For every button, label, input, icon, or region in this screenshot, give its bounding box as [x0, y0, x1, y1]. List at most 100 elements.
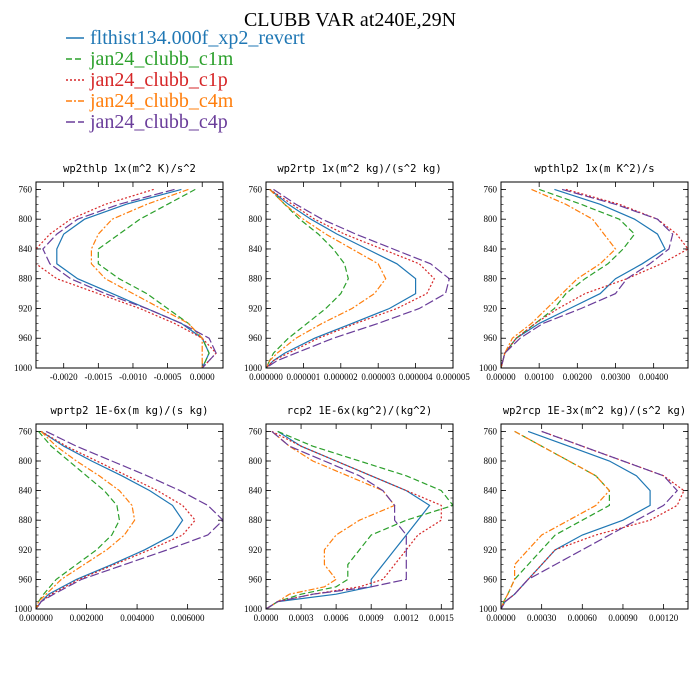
panel-title: wp2rcp 1E-3x(m^2 kg)/(s^2 kg) [503, 405, 686, 417]
y-tick-label: 840 [484, 244, 498, 254]
x-tick-label: 0.0009 [359, 613, 384, 623]
plot-frame [265, 181, 454, 369]
x-tick-label: 0.0000 [254, 613, 279, 623]
series-line [36, 431, 121, 609]
series-line [266, 188, 450, 368]
series-line [501, 430, 679, 609]
y-tick-label: 1000 [14, 604, 33, 614]
plot-frame [500, 423, 689, 610]
y-tick-label: 960 [249, 333, 263, 343]
x-tick-label: 0.00030 [527, 613, 557, 623]
y-tick-label: 1000 [244, 363, 263, 373]
series-line [501, 188, 617, 368]
y-tick-label: 800 [249, 456, 263, 466]
y-tick-label: 880 [484, 274, 498, 284]
y-tick-label: 920 [484, 545, 498, 555]
x-tick-label: -0.0010 [119, 372, 147, 382]
legend: flthist134.000f_xp2_revertjan24_clubb_c1… [66, 27, 305, 133]
y-tick-label: 800 [484, 214, 498, 224]
x-tick-label: 0.000004 [399, 372, 433, 382]
y-tick-label: 880 [19, 515, 33, 525]
y-tick-label: 960 [19, 574, 33, 584]
y-tick-label: 1000 [479, 604, 498, 614]
series-line [36, 430, 223, 609]
x-tick-label: 0.006000 [171, 613, 205, 623]
y-tick-label: 920 [249, 545, 263, 555]
x-tick-label: 0.000000 [249, 372, 283, 382]
x-tick-label: 0.00400 [639, 372, 669, 382]
x-tick-label: 0.00120 [649, 613, 679, 623]
y-tick-label: 760 [249, 184, 263, 194]
legend-item: jan24_clubb_c1p [66, 69, 228, 91]
legend-item: jan24_clubb_c1m [66, 48, 234, 70]
series-line [501, 188, 688, 368]
panel-grid: wp2thlp 1x(m^2 K)/s^2 760 800 840 880 920 960 1… [14, 163, 689, 623]
series-line [266, 430, 453, 609]
y-tick-label: 880 [249, 274, 263, 284]
x-tick-label: 0.00000 [486, 372, 516, 382]
legend-label: jan24_clubb_c1p [89, 69, 228, 91]
x-tick-label: -0.0005 [154, 372, 182, 382]
y-tick-label: 760 [484, 426, 498, 436]
x-tick-label: 0.004000 [120, 613, 154, 623]
x-tick-label: 0.00300 [601, 372, 631, 382]
y-tick-label: 880 [484, 515, 498, 525]
figure-title: CLUBB VAR at240E,29N [244, 9, 456, 31]
series-line [501, 188, 636, 368]
plot-frame [35, 423, 224, 610]
x-tick-label: -0.0020 [50, 372, 78, 382]
chart-panel: wp2thlp 1x(m^2 K)/s^2 760 800 840 880 920 960 1… [14, 163, 224, 382]
x-tick-label: 0.0003 [289, 613, 314, 623]
x-tick-label: 0.00000 [486, 613, 516, 623]
series-line [501, 430, 611, 609]
x-tick-label: 0.000005 [436, 372, 470, 382]
chart-panel: rcp2 1E-6x(kg^2)/(kg^2) 760 800 840 880 920 96… [244, 405, 454, 623]
series-line [266, 430, 396, 609]
legend-item: flthist134.000f_xp2_revert [66, 27, 305, 49]
series-line [501, 430, 651, 609]
y-tick-label: 840 [19, 244, 33, 254]
x-tick-label: 0.00090 [608, 613, 638, 623]
series-line [266, 430, 431, 609]
chart-panel: wprtp2 1E-6x(m kg)/(s kg) 760 800 840 880 920… [14, 405, 224, 623]
y-tick-label: 920 [19, 545, 33, 555]
series-line [36, 430, 136, 609]
y-tick-label: 760 [484, 184, 498, 194]
chart-panel: wpthlp2 1x(m K^2)/s 760 800 840 880 920 960 100… [479, 163, 689, 382]
series-line [97, 188, 210, 368]
series-line [266, 188, 436, 368]
y-tick-label: 800 [249, 214, 263, 224]
panel-title: wpthlp2 1x(m K^2)/s [534, 163, 654, 175]
y-tick-label: 920 [484, 303, 498, 313]
x-tick-label: 0.00060 [568, 613, 598, 623]
chart-panel: wp2rtp 1x(m^2 kg)/(s^2 kg) 760 800 840 880 92… [244, 163, 470, 382]
y-tick-label: 1000 [479, 363, 498, 373]
legend-item: jan24_clubb_c4m [66, 90, 234, 112]
y-tick-label: 1000 [244, 604, 263, 614]
y-tick-label: 880 [249, 515, 263, 525]
series-line [266, 430, 407, 609]
panel-title: rcp2 1E-6x(kg^2)/(kg^2) [287, 405, 432, 417]
x-tick-label: 0.0000 [190, 372, 215, 382]
y-tick-label: 760 [19, 184, 33, 194]
legend-item: jan24_clubb_c4p [66, 111, 228, 133]
x-tick-label: 0.0006 [324, 613, 349, 623]
series-line [501, 188, 666, 368]
legend-label: jan24_clubb_c1m [89, 48, 234, 70]
y-tick-label: 840 [484, 486, 498, 496]
x-tick-label: 0.0015 [429, 613, 454, 623]
y-tick-label: 800 [484, 456, 498, 466]
y-tick-label: 1000 [14, 363, 33, 373]
x-tick-label: 0.000002 [324, 372, 358, 382]
series-line [36, 430, 184, 609]
series-line [266, 188, 417, 368]
x-tick-label: 0.000000 [19, 613, 53, 623]
y-tick-label: 840 [249, 244, 263, 254]
y-tick-label: 800 [19, 456, 33, 466]
plot-frame [35, 181, 224, 369]
x-tick-label: 0.00100 [525, 372, 555, 382]
panel-title: wp2thlp 1x(m^2 K)/s^2 [63, 163, 196, 175]
y-tick-label: 880 [19, 274, 33, 284]
x-tick-label: 0.000003 [361, 372, 395, 382]
series-line [56, 188, 210, 368]
